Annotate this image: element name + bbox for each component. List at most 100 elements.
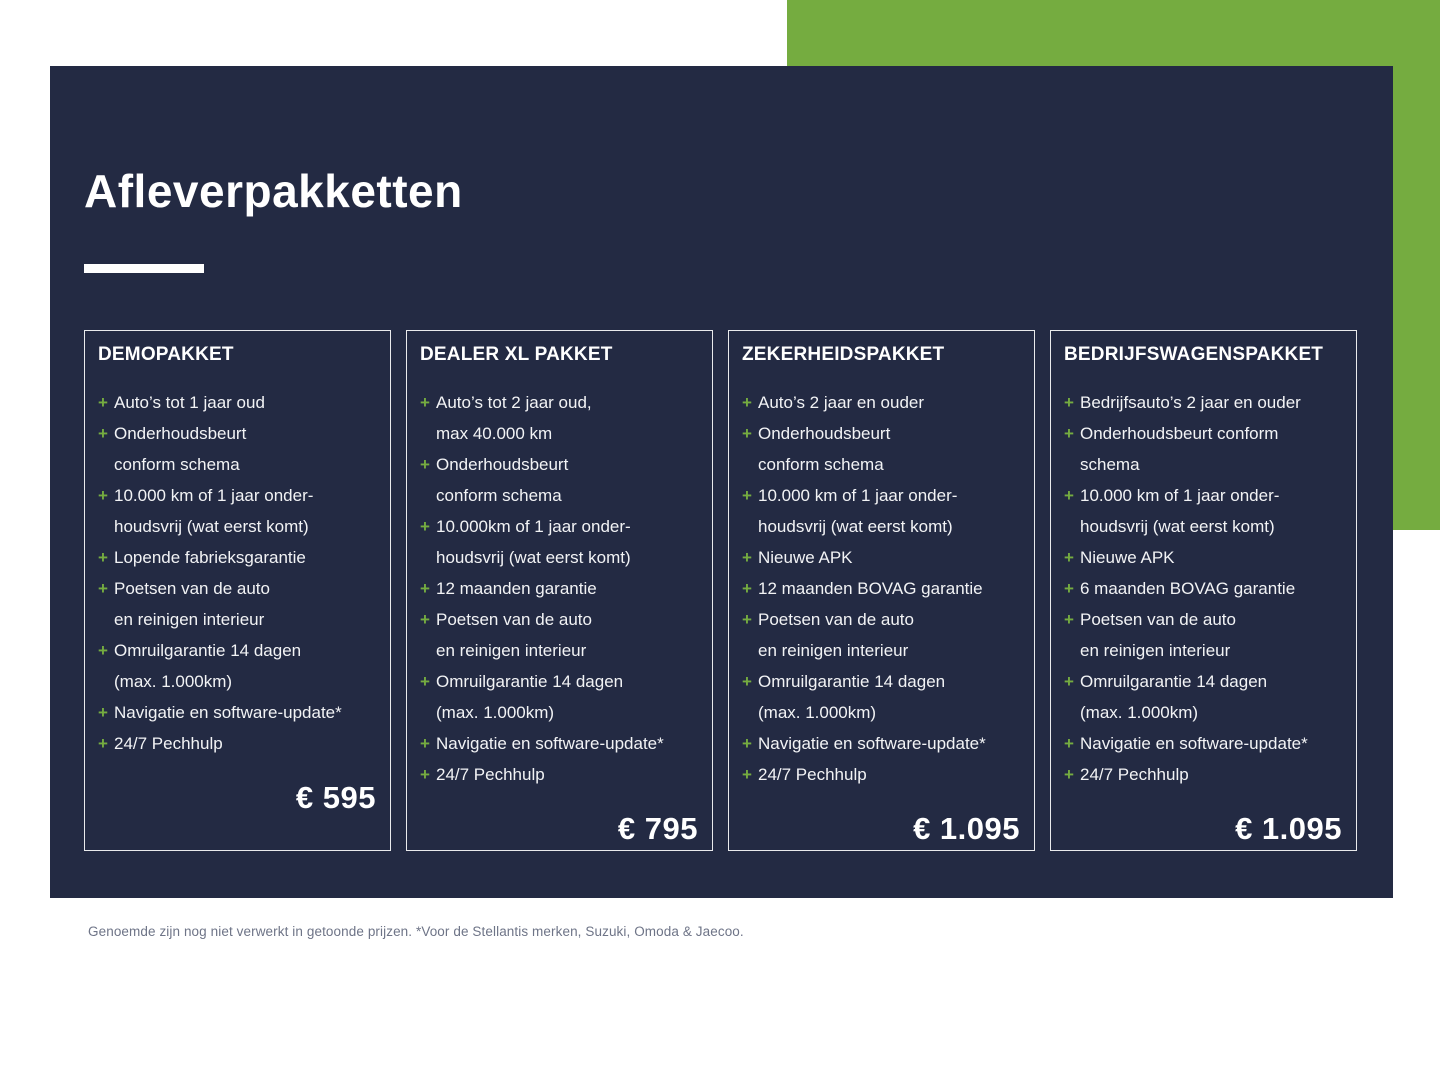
package-feature-text: Auto’s 2 jaar en ouder bbox=[758, 393, 925, 412]
package-feature: + Poetsen van de auto en reinigen interieu… bbox=[1064, 604, 1343, 666]
package-feature-text: Poetsen van de auto en reinigen interieur bbox=[1080, 610, 1236, 660]
package-price: € 595 bbox=[295, 780, 376, 815]
plus-icon: + bbox=[420, 610, 430, 629]
package-feature-text: Navigatie en software-update* bbox=[758, 734, 986, 753]
package-card-title: ZEKERHEIDSPAKKET bbox=[742, 344, 945, 365]
plus-icon: + bbox=[742, 579, 752, 598]
package-feature: +24/7 Pechhulp bbox=[742, 759, 1021, 790]
package-feature-text: Lopende fabrieksgarantie bbox=[114, 548, 306, 567]
package-feature: + Lopende fabrieksgarantie bbox=[98, 542, 377, 573]
package-feature-text: Onderhoudsbeurt conform schema bbox=[1080, 424, 1279, 474]
plus-icon: + bbox=[742, 610, 752, 629]
plus-icon: + bbox=[742, 424, 752, 443]
plus-icon: + bbox=[420, 734, 430, 753]
package-price: € 1.095 bbox=[913, 811, 1020, 846]
plus-icon: + bbox=[420, 579, 430, 598]
package-feature-text: Onderhoudsbeurt conform schema bbox=[436, 455, 569, 505]
plus-icon: + bbox=[742, 486, 752, 505]
package-feature: +12 maanden garantie bbox=[420, 573, 699, 604]
plus-icon: + bbox=[420, 672, 430, 691]
package-price: € 1.095 bbox=[1235, 811, 1342, 846]
package-card: DEALER XL PAKKET + Auto’s tot 2 jaar oud,… bbox=[406, 330, 713, 851]
package-feature-text: Poetsen van de auto en reinigen interieur bbox=[758, 610, 914, 660]
plus-icon: + bbox=[742, 393, 752, 412]
package-cards: DEMOPAKKET + Auto’s tot 1 jaar oud + Onderh… bbox=[84, 330, 1357, 851]
package-feature: + Auto’s tot 1 jaar oud bbox=[98, 387, 377, 418]
package-feature: + Navigatie en software-update* bbox=[420, 728, 699, 759]
package-feature-list: + Auto’s tot 1 jaar oud + Onderhoudsbeurt co… bbox=[98, 387, 377, 759]
package-feature-text: 12 maanden BOVAG garantie bbox=[758, 579, 983, 598]
package-feature: + Auto’s 2 jaar en ouder bbox=[742, 387, 1021, 418]
plus-icon: + bbox=[420, 393, 430, 412]
title-underline bbox=[84, 264, 204, 273]
package-feature: +10.000 km of 1 jaar onder-houdsvrij (wa… bbox=[1064, 480, 1343, 542]
package-feature-text: Navigatie en software-update* bbox=[114, 703, 342, 722]
package-feature: +10.000km of 1 jaar onder-houdsvrij (wat… bbox=[420, 511, 699, 573]
plus-icon: + bbox=[1064, 486, 1074, 505]
plus-icon: + bbox=[742, 734, 752, 753]
package-feature-text: Nieuwe APK bbox=[1080, 548, 1175, 567]
package-feature: + Onderhoudsbeurt conform schema bbox=[420, 449, 699, 511]
package-feature-text: 24/7 Pechhulp bbox=[436, 765, 545, 784]
package-feature-text: 10.000 km of 1 jaar onder-houdsvrij (wat… bbox=[1080, 486, 1280, 536]
plus-icon: + bbox=[1064, 734, 1074, 753]
package-feature-text: 10.000 km of 1 jaar onder-houdsvrij (wat… bbox=[114, 486, 314, 536]
package-feature-list: + Auto’s tot 2 jaar oud, max 40.000 km + Ond… bbox=[420, 387, 699, 790]
package-feature-text: Bedrijfsauto’s 2 jaar en ouder bbox=[1080, 393, 1301, 412]
package-feature-text: Auto’s tot 2 jaar oud, max 40.000 km bbox=[436, 393, 592, 443]
package-feature: + Auto’s tot 2 jaar oud, max 40.000 km bbox=[420, 387, 699, 449]
plus-icon: + bbox=[420, 517, 430, 536]
package-feature: +24/7 Pechhulp bbox=[98, 728, 377, 759]
package-feature: +24/7 Pechhulp bbox=[1064, 759, 1343, 790]
package-feature: +12 maanden BOVAG garantie bbox=[742, 573, 1021, 604]
plus-icon: + bbox=[742, 672, 752, 691]
plus-icon: + bbox=[98, 734, 108, 753]
package-feature: +6 maanden BOVAG garantie bbox=[1064, 573, 1343, 604]
package-feature: + Nieuwe APK bbox=[742, 542, 1021, 573]
package-feature-text: Navigatie en software-update* bbox=[436, 734, 664, 753]
package-feature: + Onderhoudsbeurt conform schema bbox=[1064, 418, 1343, 480]
package-feature-text: 10.000 km of 1 jaar onder-houdsvrij (wat… bbox=[758, 486, 958, 536]
plus-icon: + bbox=[98, 579, 108, 598]
page-title: Afleverpakketten bbox=[84, 165, 463, 217]
package-feature-text: 12 maanden garantie bbox=[436, 579, 597, 598]
plus-icon: + bbox=[98, 486, 108, 505]
plus-icon: + bbox=[420, 765, 430, 784]
plus-icon: + bbox=[1064, 393, 1074, 412]
package-feature-text: Omruilgarantie 14 dagen (max. 1.000km) bbox=[436, 672, 624, 722]
plus-icon: + bbox=[1064, 548, 1074, 567]
plus-icon: + bbox=[742, 765, 752, 784]
plus-icon: + bbox=[98, 703, 108, 722]
package-feature: +10.000 km of 1 jaar onder-houdsvrij (wa… bbox=[98, 480, 377, 542]
package-feature-list: + Bedrijfsauto’s 2 jaar en ouder + Onderhou… bbox=[1064, 387, 1343, 790]
package-feature: + Navigatie en software-update* bbox=[98, 697, 377, 728]
package-feature: + Omruilgarantie 14 dagen (max. 1.000km) bbox=[420, 666, 699, 728]
footnote: Genoemde zijn nog niet verwerkt in getoo… bbox=[88, 924, 744, 939]
package-feature: + Poetsen van de auto en reinigen interieu… bbox=[420, 604, 699, 666]
package-feature: +24/7 Pechhulp bbox=[420, 759, 699, 790]
package-feature: + Navigatie en software-update* bbox=[742, 728, 1021, 759]
package-feature-text: Omruilgarantie 14 dagen (max. 1.000km) bbox=[758, 672, 946, 722]
plus-icon: + bbox=[420, 455, 430, 474]
plus-icon: + bbox=[1064, 672, 1074, 691]
package-feature: + Nieuwe APK bbox=[1064, 542, 1343, 573]
package-feature: + Poetsen van de auto en reinigen interieu… bbox=[98, 573, 377, 635]
package-feature: + Omruilgarantie 14 dagen (max. 1.000km) bbox=[742, 666, 1021, 728]
plus-icon: + bbox=[98, 548, 108, 567]
package-feature-text: 10.000km of 1 jaar onder-houdsvrij (wat … bbox=[436, 517, 631, 567]
package-card-title: BEDRIJFSWAGENSPAKKET bbox=[1064, 344, 1324, 365]
plus-icon: + bbox=[1064, 424, 1074, 443]
package-card-title: DEALER XL PAKKET bbox=[420, 344, 613, 365]
plus-icon: + bbox=[742, 548, 752, 567]
packages-panel: Afleverpakketten DEMOPAKKET + Auto’s tot … bbox=[50, 66, 1393, 898]
package-feature: +10.000 km of 1 jaar onder-houdsvrij (wa… bbox=[742, 480, 1021, 542]
package-feature-text: Onderhoudsbeurt conform schema bbox=[758, 424, 891, 474]
package-feature: + Omruilgarantie 14 dagen (max. 1.000km) bbox=[1064, 666, 1343, 728]
package-feature-text: Poetsen van de auto en reinigen interieur bbox=[436, 610, 592, 660]
package-feature-text: Omruilgarantie 14 dagen (max. 1.000km) bbox=[114, 641, 302, 691]
package-feature-list: + Auto’s 2 jaar en ouder + Onderhoudsbeurt c… bbox=[742, 387, 1021, 790]
package-card: DEMOPAKKET + Auto’s tot 1 jaar oud + Onderh… bbox=[84, 330, 391, 851]
plus-icon: + bbox=[1064, 579, 1074, 598]
plus-icon: + bbox=[1064, 765, 1074, 784]
plus-icon: + bbox=[98, 393, 108, 412]
